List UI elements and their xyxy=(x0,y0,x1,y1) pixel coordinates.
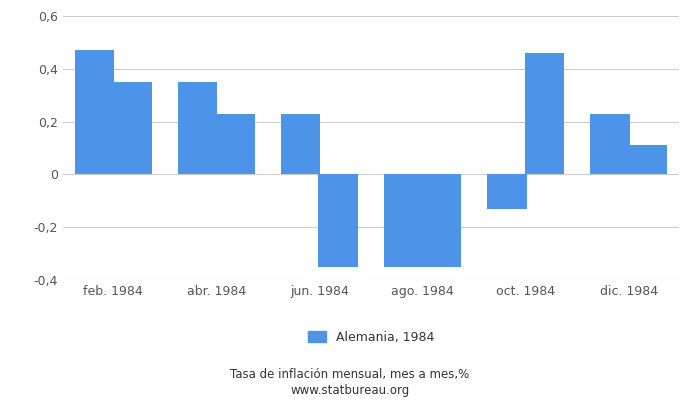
Legend: Alemania, 1984: Alemania, 1984 xyxy=(303,326,439,349)
Bar xyxy=(318,174,358,267)
Bar xyxy=(525,53,564,174)
Bar xyxy=(112,82,152,174)
Bar xyxy=(487,174,526,209)
Bar xyxy=(628,145,667,174)
Bar xyxy=(216,114,255,174)
Text: Tasa de inflación mensual, mes a mes,%: Tasa de inflación mensual, mes a mes,% xyxy=(230,368,470,381)
Bar xyxy=(281,114,321,174)
Bar xyxy=(384,174,424,267)
Bar xyxy=(75,50,114,174)
Text: www.statbureau.org: www.statbureau.org xyxy=(290,384,410,397)
Bar xyxy=(178,82,217,174)
Bar xyxy=(590,114,630,174)
Bar xyxy=(421,174,461,267)
